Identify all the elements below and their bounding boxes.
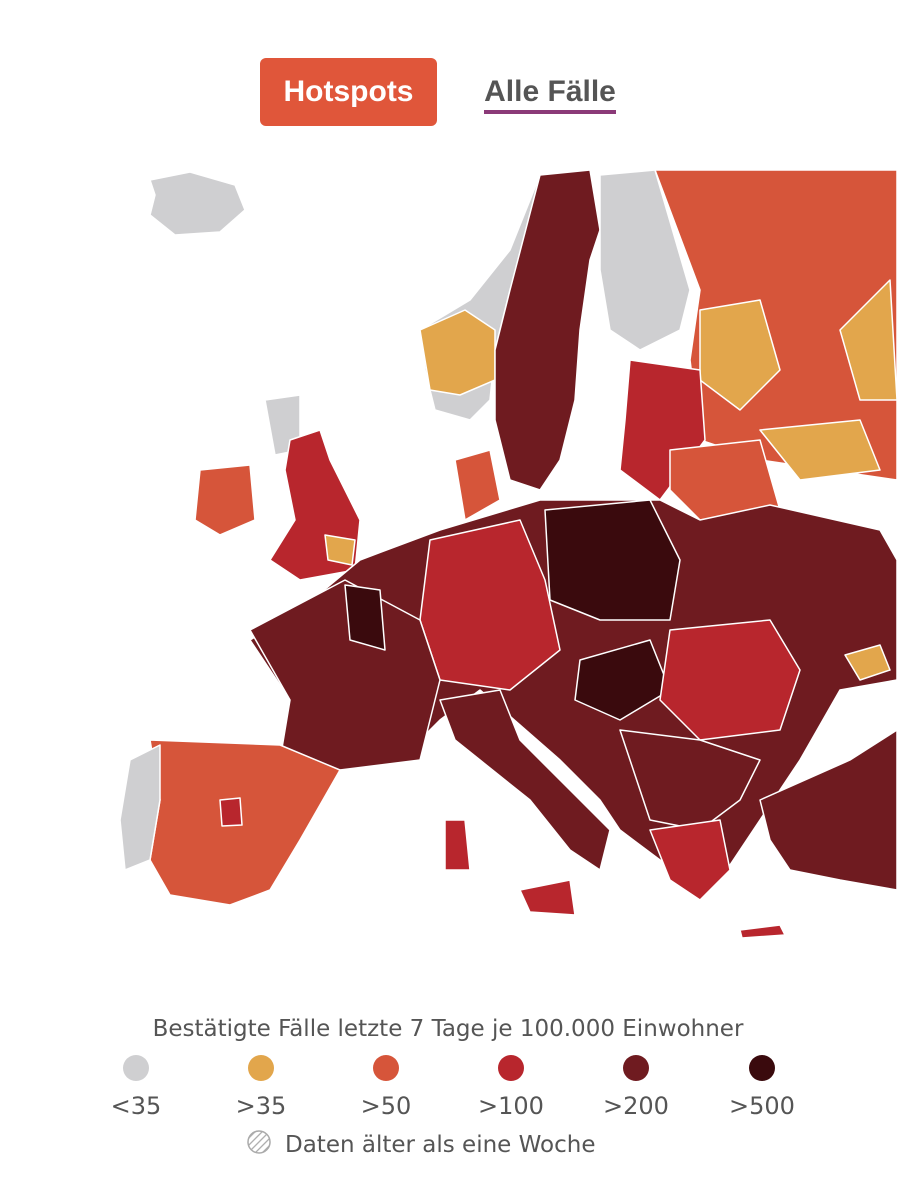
region <box>519 879 576 916</box>
region <box>344 584 386 651</box>
legend-swatch <box>373 1055 399 1081</box>
legend-label: >200 <box>603 1092 669 1120</box>
legend-items: <35 >35 >50 >100 >200 >500 <box>111 1055 795 1120</box>
region <box>739 924 786 939</box>
region <box>149 171 246 236</box>
regions <box>119 169 897 939</box>
hatch-icon <box>247 1130 271 1154</box>
region <box>544 499 681 621</box>
tab[interactable]: Hotspots <box>260 58 437 126</box>
region <box>759 729 897 891</box>
legend-label: >500 <box>729 1092 795 1120</box>
legend-swatch <box>248 1055 274 1081</box>
legend-swatch <box>623 1055 649 1081</box>
tab-label: Hotspots <box>283 75 414 108</box>
region <box>439 689 611 871</box>
region <box>454 449 501 521</box>
region <box>619 729 761 831</box>
region <box>444 819 471 871</box>
tab[interactable]: Alle Fälle <box>470 58 630 126</box>
region <box>659 619 801 741</box>
region <box>844 644 891 681</box>
legend-label: >35 <box>236 1092 287 1120</box>
legend-swatch <box>749 1055 775 1081</box>
legend-note: Daten älter als eine Woche <box>285 1132 595 1158</box>
region <box>839 279 897 401</box>
region <box>119 744 161 871</box>
region <box>699 299 781 411</box>
region <box>149 739 341 906</box>
region <box>324 534 356 566</box>
legend-label: <35 <box>111 1092 162 1120</box>
legend-title: Bestätigte Fälle letzte 7 Tage je 100.00… <box>153 1016 744 1042</box>
region <box>759 419 881 481</box>
legend-label: >50 <box>361 1092 412 1120</box>
region <box>494 169 601 491</box>
region <box>599 169 691 351</box>
region <box>649 819 731 901</box>
legend-swatch <box>123 1055 149 1081</box>
region <box>194 464 256 536</box>
legend-label: >100 <box>478 1092 544 1120</box>
region <box>574 639 671 721</box>
legend-swatch <box>498 1055 524 1081</box>
tab-label: Alle Fälle <box>484 75 616 114</box>
region <box>219 797 243 827</box>
